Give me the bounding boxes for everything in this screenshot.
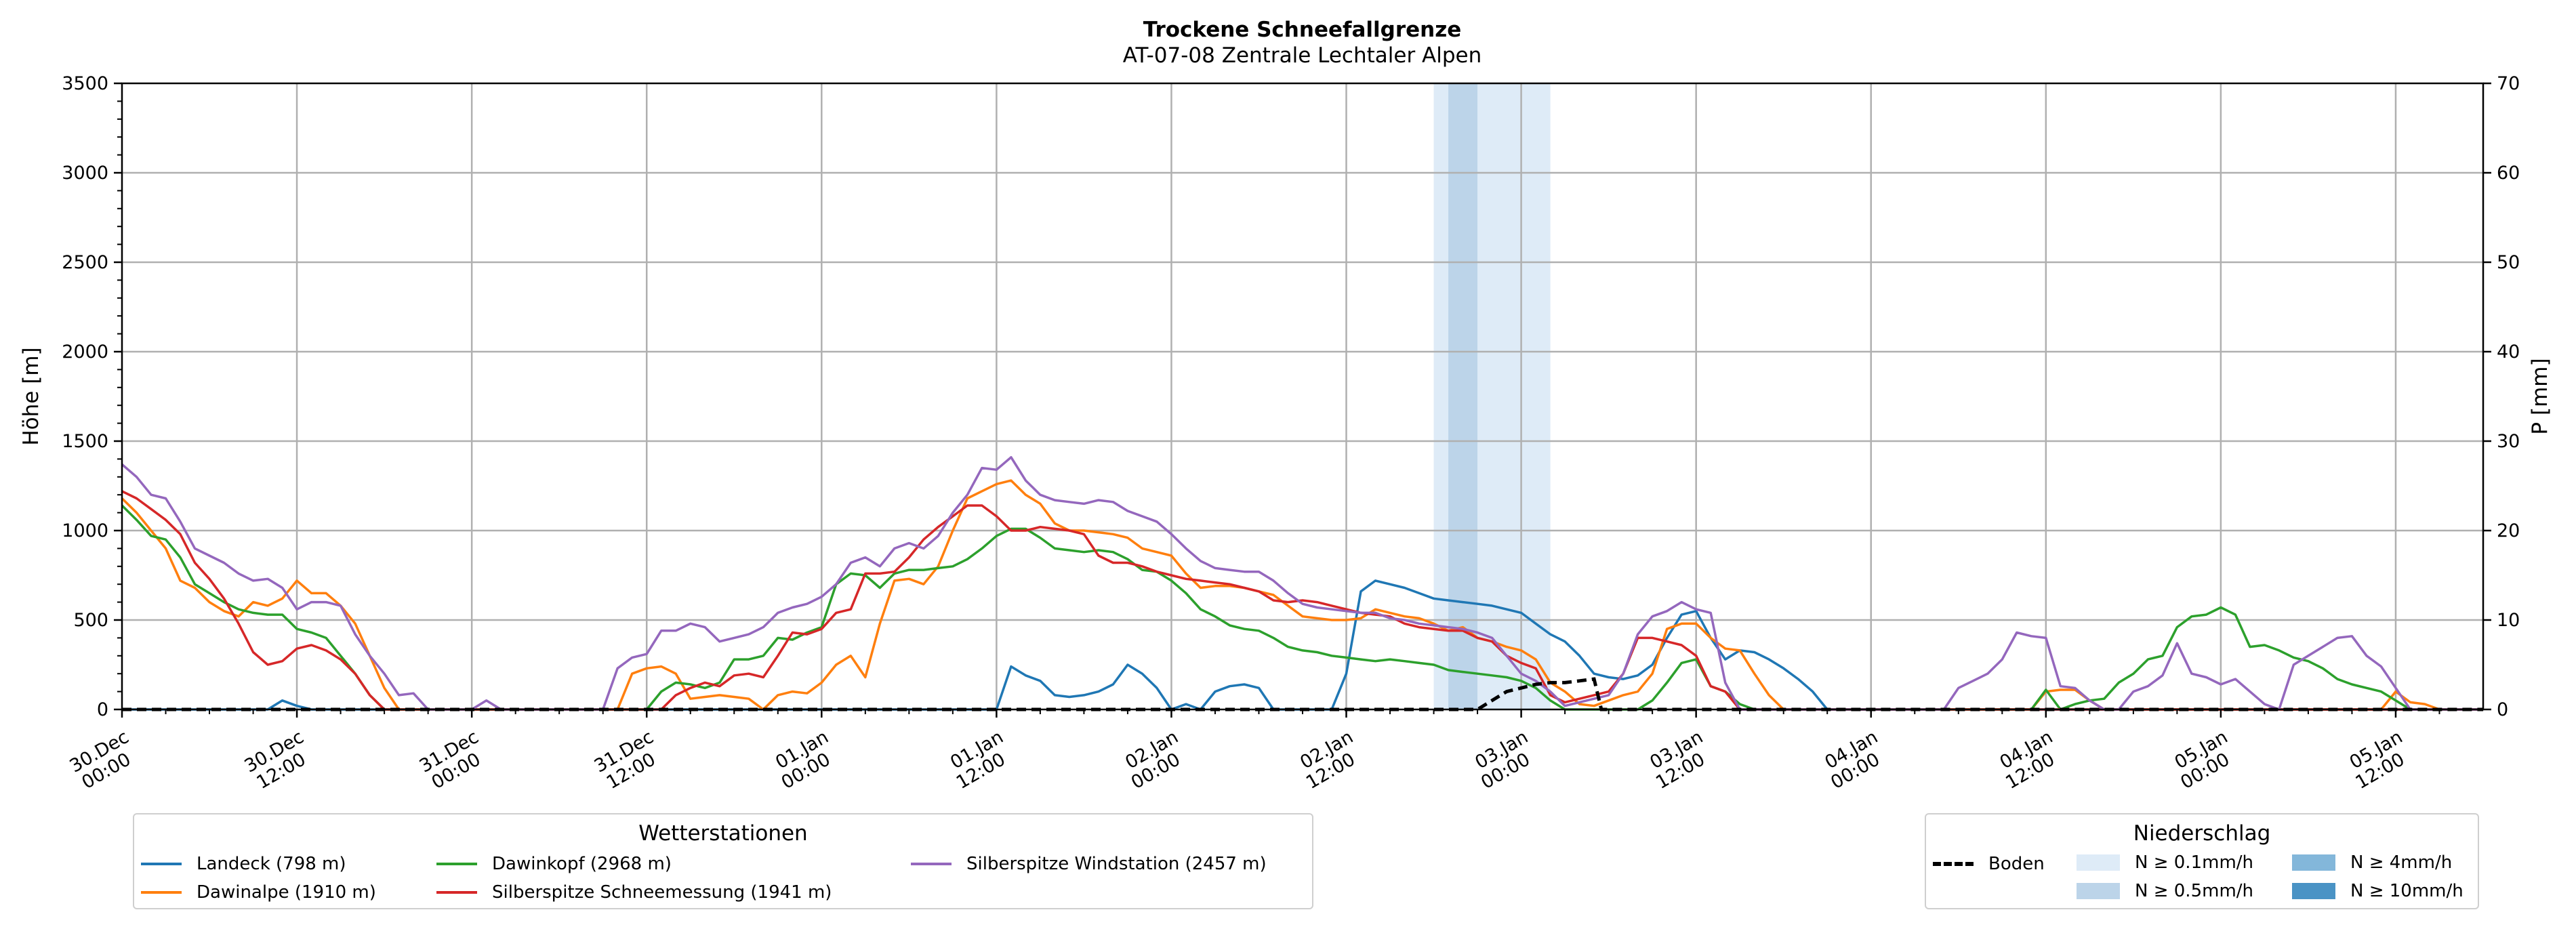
legend-item-silberspitze-schneemessung: Silberspitze Schneemessung (1941 m) (436, 882, 832, 903)
series-lines (121, 456, 2483, 711)
y-tick-label: 2000 (62, 342, 108, 363)
y2-tick-label: 40 (2497, 342, 2520, 363)
legend-label: N ≥ 0.1mm/h (2135, 852, 2254, 873)
legend-item-n01: N ≥ 0.1mm/h (2077, 852, 2253, 873)
tick-labels: 0 500 1000 1500 2000 2500 3000 3500 0 10 20 30 40 50 6… (19, 73, 2552, 794)
legend-label: Dawinkopf (2968 m) (492, 854, 672, 874)
x-tick-label: 03.Jan00:00 (1467, 726, 1542, 793)
series-line-0 (122, 579, 2483, 711)
legend-swatch (141, 863, 182, 865)
legend-swatch (436, 891, 477, 894)
x-tick-label: 05.Jan12:00 (2342, 726, 2416, 793)
legend-label: N ≥ 4mm/h (2350, 852, 2453, 873)
x-tick-label: 30.Dec12:00 (241, 726, 318, 794)
x-tick-label: 31.Dec12:00 (591, 726, 668, 794)
legend-item-landeck: Landeck (798 m) (141, 854, 346, 874)
legend-swatch (2292, 883, 2335, 899)
precip-bands (1433, 83, 1551, 709)
legend-label: Silberspitze Schneemessung (1941 m) (492, 882, 832, 903)
legend-item-n05: N ≥ 0.5mm/h (2077, 881, 2253, 901)
legend-precip-title: Niederschlag (2133, 821, 2271, 846)
y2-tick-label: 70 (2497, 73, 2520, 94)
legend-label: N ≥ 10mm/h (2350, 881, 2463, 901)
legend-swatch (1933, 862, 1974, 866)
y-tick-label: 3500 (62, 73, 108, 94)
legend-stations-title: Wetterstationen (638, 821, 808, 846)
boden-line (122, 677, 2483, 711)
series-line-3 (121, 490, 2483, 711)
legend-item-boden: Boden (1933, 854, 2045, 874)
x-tick-label: 01.Jan00:00 (768, 726, 842, 793)
legend-label: N ≥ 0.5mm/h (2135, 881, 2254, 901)
series-line-1 (121, 479, 2483, 711)
legend-label: Silberspitze Windstation (2457 m) (966, 854, 1267, 874)
y2-tick-label: 60 (2497, 163, 2520, 184)
grid-lines (122, 83, 2483, 709)
series-line-2 (121, 504, 2483, 711)
y-tick-label: 500 (73, 610, 108, 631)
legend-swatch (141, 891, 182, 894)
legend-swatch (2077, 854, 2120, 871)
legend-stations: Wetterstationen Landeck (798 m) Dawinalp… (133, 813, 1313, 909)
x-tick-label: 01.Jan12:00 (943, 726, 1017, 793)
legend-label: Dawinalpe (1910 m) (197, 882, 376, 903)
x-tick-label: 04.Jan00:00 (1817, 726, 1892, 793)
y-tick-label: 0 (97, 699, 108, 720)
legend-precip: Niederschlag Boden N ≥ 0.1mm/h N ≥ 0.5mm… (1925, 813, 2479, 909)
y2-tick-label: 20 (2497, 520, 2520, 541)
y-axis-label: Höhe [m] (19, 347, 43, 445)
y2-tick-label: 10 (2497, 610, 2520, 631)
y2-tick-label: 30 (2497, 431, 2520, 452)
series-line-4 (121, 456, 2483, 711)
legend-item-n4: N ≥ 4mm/h (2292, 852, 2452, 873)
y2-tick-label: 50 (2497, 252, 2520, 273)
x-tick-label: 02.Jan00:00 (1118, 726, 1192, 793)
y-tick-label: 2500 (62, 252, 108, 273)
x-tick-label: 31.Dec00:00 (416, 726, 493, 794)
legend-swatch (911, 863, 952, 865)
axes (114, 82, 2491, 718)
x-tick-label: 05.Jan00:00 (2167, 726, 2241, 793)
y-tick-label: 1500 (62, 431, 108, 452)
y2-axis-label: P [mm] (2528, 358, 2552, 434)
legend-swatch (2292, 854, 2335, 871)
legend-item-silberspitze-windstation: Silberspitze Windstation (2457 m) (911, 854, 1267, 874)
y-tick-label: 3000 (62, 163, 108, 184)
x-tick-label: 04.Jan12:00 (1992, 726, 2066, 793)
y-tick-label: 1000 (62, 520, 108, 541)
legend-item-dawinkopf: Dawinkopf (2968 m) (436, 854, 672, 874)
chart-title: Trockene Schneefallgrenze (1143, 18, 1462, 42)
legend-label: Landeck (798 m) (197, 854, 346, 874)
legend-item-dawinalpe: Dawinalpe (1910 m) (141, 882, 376, 903)
legend-label: Boden (1988, 854, 2045, 874)
x-tick-label: 03.Jan12:00 (1642, 726, 1717, 793)
x-tick-label: 30.Dec00:00 (66, 726, 143, 794)
precip-band-1 (1448, 83, 1478, 709)
chart-subtitle: AT-07-08 Zentrale Lechtaler Alpen (1122, 43, 1482, 68)
legend-item-n10: N ≥ 10mm/h (2292, 881, 2463, 901)
legend-swatch (2077, 883, 2120, 899)
y2-tick-label: 0 (2497, 699, 2508, 720)
x-tick-label: 02.Jan12:00 (1292, 726, 1367, 793)
legend-swatch (436, 863, 477, 865)
